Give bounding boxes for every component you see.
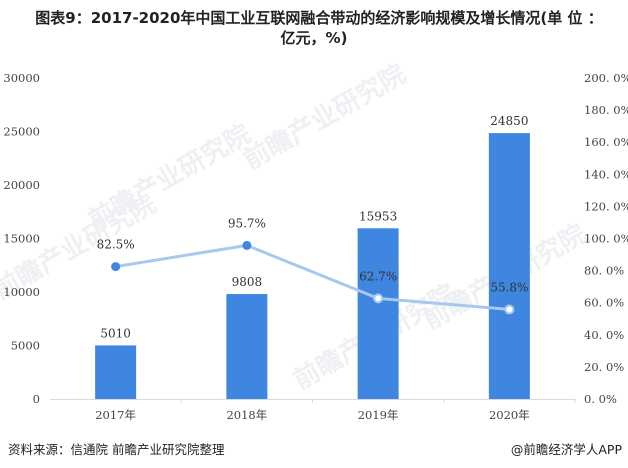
right-axis-tick: 120. 0% (584, 199, 628, 213)
growth-rate-label: 95.7% (228, 216, 266, 230)
x-axis-category-label: 2020年 (489, 408, 530, 422)
watermark-text: 前瞻产业研究院 (238, 58, 411, 176)
left-axis-tick: 10000 (3, 285, 40, 299)
x-axis-category-label: 2019年 (358, 408, 399, 422)
right-axis-tick: 100. 0% (584, 232, 628, 246)
right-axis-tick: 140. 0% (584, 167, 628, 181)
bar-value-label: 5010 (100, 326, 131, 340)
bar-value-label: 24850 (490, 114, 528, 128)
growth-rate-line (115, 243, 510, 311)
right-axis-tick: 20. 0% (584, 360, 624, 374)
right-axis-tick: 0. 0% (584, 392, 617, 406)
right-axis-tick: 60. 0% (584, 296, 624, 310)
right-axis-tick: 200. 0% (584, 71, 628, 85)
growth-rate-marker (504, 304, 515, 315)
x-axis-category-label: 2017年 (95, 408, 136, 422)
growth-rate-label: 62.7% (359, 269, 397, 283)
bar-2020年 (488, 133, 530, 400)
left-axis-tick: 30000 (3, 71, 40, 85)
right-axis-tick: 180. 0% (584, 103, 628, 117)
credit-note: @前瞻经济学人APP (510, 442, 622, 457)
bar-2018年 (226, 294, 268, 399)
source-note: 资料来源：信通院 前瞻产业研究院整理 (8, 442, 225, 457)
left-axis-tick: 5000 (11, 339, 40, 353)
growth-rate-marker (373, 293, 384, 304)
chart-title-line1: 图表9：2017-2020年中国工业互联网融合带动的经济影响规模及增长情况(单 … (35, 9, 603, 27)
bar-2017年 (95, 345, 137, 399)
bar-2019年 (357, 228, 399, 399)
left-axis-tick: 0 (33, 392, 40, 406)
x-axis-category-label: 2018年 (226, 408, 267, 422)
bar-value-label: 9808 (232, 275, 263, 289)
right-axis-tick: 80. 0% (584, 264, 624, 278)
growth-rate-marker (111, 262, 121, 272)
left-axis-tick: 15000 (3, 232, 40, 246)
growth-rate-marker (242, 240, 252, 250)
chart-title-line2: 亿元，%) (280, 29, 348, 47)
chart-title: 图表9：2017-2020年中国工业互联网融合带动的经济影响规模及增长情况(单 … (0, 8, 628, 48)
left-axis-tick: 25000 (3, 125, 40, 139)
growth-rate-label: 55.8% (490, 280, 528, 294)
right-axis-tick: 40. 0% (584, 328, 624, 342)
bar-value-label: 15953 (359, 209, 397, 223)
right-axis-tick: 160. 0% (584, 135, 628, 149)
left-axis-tick: 20000 (3, 178, 40, 192)
growth-rate-label: 82.5% (97, 238, 135, 252)
